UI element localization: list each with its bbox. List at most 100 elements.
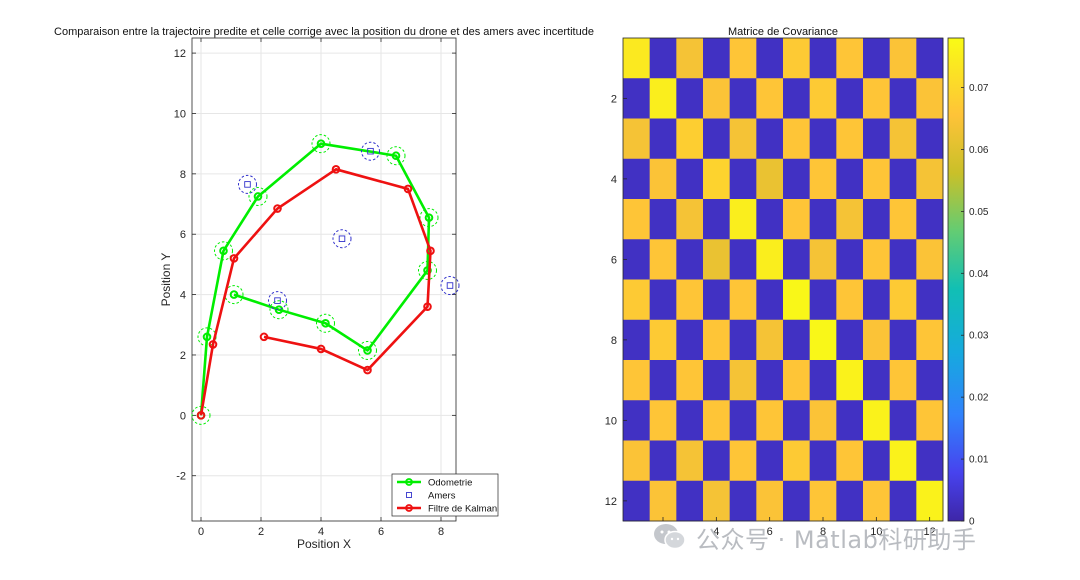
axes-box: [622, 37, 944, 522]
heatmap-cell: [783, 38, 811, 79]
x-tick-label: 12: [924, 526, 936, 538]
trajectory-plot: 0 2 4 6 8 -2 0 2 4 6 8 10 12 Position X Position Y Comp…: [54, 26, 594, 551]
heatmap-cell: [623, 480, 651, 522]
heatmap-cell: [916, 480, 944, 522]
heatmap-cell: [756, 279, 784, 321]
legend-item: Amers: [406, 491, 456, 502]
y-tick-label: 6: [180, 229, 186, 241]
data-point: [316, 344, 326, 354]
heatmap-cell: [889, 480, 917, 522]
y-tick-label: 2: [180, 350, 186, 362]
heatmap-cell: [863, 38, 891, 79]
heatmap-cell: [809, 199, 837, 240]
heatmap-cell: [863, 158, 891, 200]
heatmap-cell: [916, 440, 944, 482]
colorbar-label: 0.05: [969, 207, 989, 218]
heatmap-cell: [836, 360, 864, 401]
heatmap-cell: [889, 360, 917, 401]
heatmap-cell: [863, 480, 891, 522]
x-axis-label: Position X: [297, 537, 351, 551]
legend-swatch-marker: [405, 478, 413, 486]
heatmap-cell: [809, 239, 837, 280]
heatmap-cell: [729, 199, 757, 240]
covariance-plot: 2468101224681012Matrice de Covariance00.…: [605, 26, 989, 538]
heatmap-cell: [889, 78, 917, 119]
heatmap-cell: [703, 480, 731, 522]
heatmap-cell: [623, 400, 651, 441]
heatmap-cell: [703, 199, 731, 240]
heatmap-cell: [916, 400, 944, 441]
data-point: [244, 181, 251, 188]
heatmap-cell: [623, 319, 651, 361]
heatmap-cell: [756, 78, 784, 119]
heatmap-cell: [649, 78, 677, 119]
heatmap-cell: [703, 319, 731, 361]
heatmap-cell: [889, 199, 917, 240]
legend-item: Odometrie: [397, 478, 472, 489]
data-point: [446, 282, 454, 289]
heatmap-cell: [729, 118, 757, 160]
series-1: [238, 141, 460, 311]
series-2: [196, 165, 435, 420]
legend-swatch-marker: [405, 504, 413, 512]
y-tick-label: 4: [611, 174, 617, 186]
heatmap-cell: [889, 38, 917, 79]
heatmap-cell: [649, 158, 677, 200]
heatmap-cell: [756, 400, 784, 441]
uncertainty-circle: [332, 229, 352, 249]
heatmap-cell: [729, 319, 757, 361]
heatmap-cell: [916, 279, 944, 321]
data-point: [403, 184, 413, 194]
heatmap-cell: [863, 199, 891, 240]
watermark: 公众号 · Matlab科研助手: [652, 520, 976, 554]
heatmap-cell: [863, 360, 891, 401]
heatmap-cell: [756, 360, 784, 401]
wechat-icon: [654, 524, 686, 550]
heatmap-cell: [649, 400, 677, 441]
heatmap-cell: [756, 158, 784, 200]
heatmap-cell: [623, 360, 651, 401]
heatmap-cell: [783, 319, 811, 361]
heatmap-cell: [649, 480, 677, 522]
heatmap-cell: [703, 118, 731, 160]
x-tick-label: 8: [438, 526, 444, 538]
heatmap-cell: [836, 158, 864, 200]
heatmap-cell: [703, 360, 731, 401]
heatmap-cell: [889, 279, 917, 321]
heatmap-cell: [649, 118, 677, 160]
uncertainty-circle: [440, 276, 460, 296]
heatmap-cell: [889, 158, 917, 200]
heatmap-cell: [916, 78, 944, 119]
heatmap-cell: [783, 480, 811, 522]
data-point: [424, 213, 434, 222]
data-point: [423, 266, 432, 275]
x-tick-label: 8: [820, 526, 826, 538]
legend-label: Filtre de Kalman: [428, 504, 497, 515]
heatmap-cell: [703, 400, 731, 441]
heatmap-cell: [623, 38, 651, 79]
heatmap-cell: [889, 400, 917, 441]
x-tick-label: 2: [258, 526, 264, 538]
data-point: [423, 302, 432, 311]
data-point: [391, 151, 401, 161]
heatmap-cell: [649, 199, 677, 240]
heatmap-cell: [863, 440, 891, 482]
x-tick-label: 6: [378, 526, 384, 538]
heatmap-cell: [703, 279, 731, 321]
heatmap-cell: [756, 480, 784, 522]
heatmap-cell: [836, 440, 864, 482]
heatmap-cell: [863, 400, 891, 441]
legend-label: Odometrie: [428, 478, 472, 489]
heatmap-cell: [783, 239, 811, 280]
colorbar-label: 0.02: [969, 393, 989, 404]
y-tick-label: 8: [611, 335, 617, 347]
heatmap-cell: [649, 239, 677, 280]
watermark-text: 公众号 · Matlab科研助手: [696, 525, 977, 554]
uncertainty-circle: [386, 146, 406, 166]
heatmap-cell: [756, 239, 784, 280]
y-tick-label: -2: [176, 471, 186, 483]
heatmap-cell: [649, 440, 677, 482]
heatmap-cell: [863, 239, 891, 280]
heatmap-cell: [889, 440, 917, 482]
